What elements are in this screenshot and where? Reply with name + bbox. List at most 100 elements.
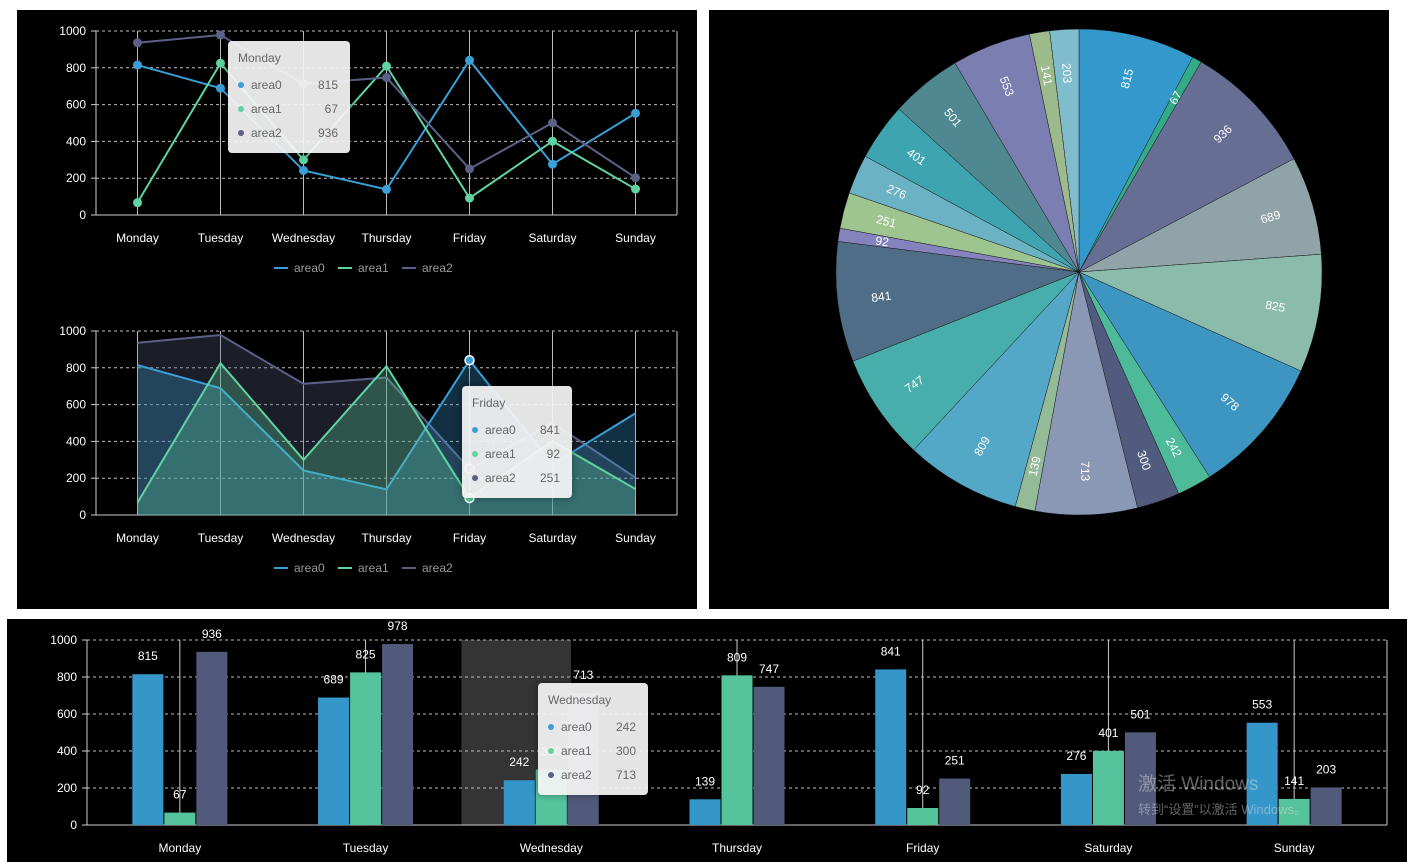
bar-area0 xyxy=(875,669,907,825)
bar-chart-x-tick-label: Saturday xyxy=(1084,841,1132,855)
pie-chart-panel: 815 67 936 689 825 978 242 300 713 139 809 747 841 92… xyxy=(709,10,1389,609)
bar-chart-y-tick-label: 600 xyxy=(57,707,77,721)
area-chart-y-tick-label: 1000 xyxy=(59,324,86,338)
pie-slice xyxy=(1078,28,1194,273)
pie-slice-label: 139 xyxy=(1026,455,1044,478)
bar-chart-x-tick-label: Thursday xyxy=(712,841,762,855)
tooltip-series-value: 300 xyxy=(615,744,636,758)
bar-area0 xyxy=(503,780,535,825)
bar-data-label: 141 xyxy=(1284,774,1304,788)
bar-area2 xyxy=(1310,787,1342,825)
area-highlight-point-area0 xyxy=(464,355,475,366)
bar-data-label: 713 xyxy=(573,668,593,682)
tooltip-series-value: 67 xyxy=(324,102,338,116)
tooltip-series-dot xyxy=(238,82,244,88)
area-chart-x-tick-label: Saturday xyxy=(528,531,576,545)
bar-area0 xyxy=(1060,773,1092,825)
line-point-area0 xyxy=(216,83,225,93)
tooltip-title: Wednesday xyxy=(548,693,612,707)
pie-slice xyxy=(852,271,1080,451)
pie-slice xyxy=(1049,28,1080,273)
line-chart-x-tick-label: Wednesday xyxy=(272,231,335,245)
bar-chart-x-tick-label: Friday xyxy=(906,841,939,855)
pie-slice xyxy=(1078,271,1302,478)
line-point-area1 xyxy=(299,155,308,165)
tooltip-row: area0 841 xyxy=(472,418,560,442)
bar-chart-y-tick-label: 200 xyxy=(57,781,77,795)
line-chart-x-tick-label: Friday xyxy=(453,231,486,245)
tooltip-series-name: area0 xyxy=(251,78,282,92)
bar-area0 xyxy=(318,697,350,825)
line-chart-x-tick-label: Tuesday xyxy=(198,231,244,245)
tooltip-row: area2 936 xyxy=(238,121,338,145)
pie-slice xyxy=(1078,253,1323,372)
area-chart-x-tick-label: Sunday xyxy=(615,531,656,545)
bar-chart-y-tick-label: 800 xyxy=(57,670,77,684)
bar-area1 xyxy=(907,807,939,825)
tooltip-row: area1 67 xyxy=(238,97,338,121)
line-point-area2 xyxy=(465,164,474,174)
pie-slice xyxy=(1078,61,1295,273)
line-point-area0 xyxy=(382,184,391,194)
tooltip-series-name: area0 xyxy=(485,423,516,437)
bar-area0 xyxy=(1246,722,1278,825)
pie-slice-label: 553 xyxy=(997,74,1017,98)
area-chart-x-tick-label: Wednesday xyxy=(272,531,335,545)
tooltip-series-name: area1 xyxy=(251,102,282,116)
bar-area2 xyxy=(1124,732,1156,825)
bar-area1 xyxy=(721,675,753,825)
line-point-area2 xyxy=(382,73,391,83)
bar-area1 xyxy=(1092,750,1124,825)
tooltip-series-name: area1 xyxy=(561,744,592,758)
line-chart-x-tick-label: Monday xyxy=(116,231,159,245)
bar-data-label: 92 xyxy=(916,783,930,797)
line-chart-x-tick-label: Saturday xyxy=(528,231,576,245)
tooltip-series-value: 242 xyxy=(615,720,636,734)
windows-activation-watermark: 激活 Windows 转到“设置”以激活 Windows。 xyxy=(1138,769,1307,818)
tooltip-series-dot xyxy=(238,106,244,112)
tooltip-series-value: 815 xyxy=(317,78,338,92)
line-point-area2 xyxy=(133,38,142,48)
pie-chart-canvas: 8156793668982597824230071313980974784192… xyxy=(835,28,1323,516)
line-point-area2 xyxy=(631,173,640,183)
line-chart-legend-label: area0 xyxy=(294,261,325,275)
tooltip-series-name: area1 xyxy=(485,447,516,461)
line-point-area2 xyxy=(216,30,225,40)
area-chart-y-tick-label: 800 xyxy=(66,361,86,375)
tooltip-series-dot xyxy=(472,475,478,481)
bar-data-label: 67 xyxy=(173,788,187,802)
bar-data-label: 276 xyxy=(1066,749,1086,763)
bar-area2 xyxy=(753,686,785,825)
pie-slice-label: 141 xyxy=(1038,64,1055,86)
bar-data-label: 815 xyxy=(138,649,158,663)
line-point-area0 xyxy=(133,60,142,70)
bar-chart-x-tick-label: Sunday xyxy=(1274,841,1315,855)
bar-data-label: 139 xyxy=(695,774,715,788)
bar-data-label: 978 xyxy=(388,619,408,633)
bar-chart-x-tick-label: Tuesday xyxy=(343,841,389,855)
line-point-area1 xyxy=(216,58,225,68)
line-chart-x-tick-label: Thursday xyxy=(361,231,411,245)
pie-slice-label: 203 xyxy=(1059,63,1074,84)
bar-area0 xyxy=(132,674,164,825)
bar-chart-panel: 0 200 400 600 800 1000 Monday Tuesday Wednesday T… xyxy=(7,619,1407,862)
tooltip-series-value: 936 xyxy=(317,126,338,140)
tooltip-series-dot xyxy=(472,427,478,433)
line-point-area1 xyxy=(548,136,557,146)
pie-slice-label: 300 xyxy=(1134,449,1154,473)
pie-slice-label: 825 xyxy=(1264,298,1286,315)
tooltip-series-name: area2 xyxy=(251,126,282,140)
bar-data-label: 203 xyxy=(1316,762,1336,776)
area-chart-x-tick-label: Friday xyxy=(453,531,486,545)
line-chart-y-tick-label: 200 xyxy=(66,171,86,185)
pie-slice-label: 251 xyxy=(875,212,898,231)
tooltip-series-dot xyxy=(472,451,478,457)
bar-chart-y-tick-label: 1000 xyxy=(50,633,77,647)
line-chart-legend-label: area2 xyxy=(422,261,453,275)
bar-chart-x-tick-label: Wednesday xyxy=(520,841,583,855)
watermark-line1: 激活 Windows xyxy=(1138,774,1259,795)
area-chart-tooltip: Friday area0 841 area1 92 area2 251 xyxy=(462,386,572,498)
bar-data-label: 501 xyxy=(1130,707,1150,721)
tooltip-series-name: area0 xyxy=(561,720,592,734)
area-chart-y-tick-label: 0 xyxy=(79,508,86,522)
